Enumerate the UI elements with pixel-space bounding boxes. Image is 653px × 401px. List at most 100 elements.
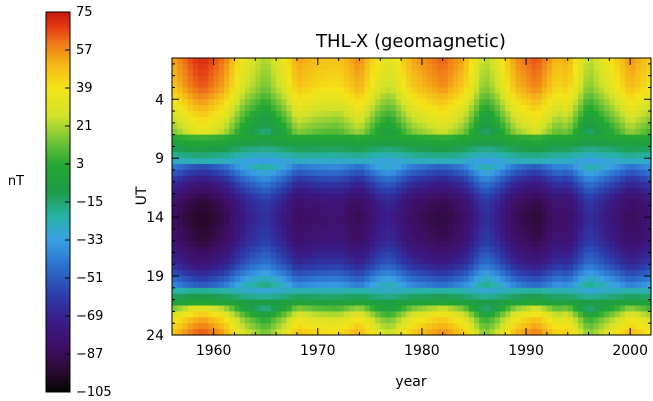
heatmap-cell <box>239 329 246 336</box>
heatmap-cell <box>198 240 204 248</box>
heatmap-cell <box>447 58 454 65</box>
heatmap-cell <box>406 264 413 271</box>
heatmap-cell <box>395 187 402 195</box>
heatmap-cell <box>234 199 241 206</box>
heatmap-cell <box>624 128 631 136</box>
heatmap-cell <box>172 323 178 330</box>
heatmap-cell <box>265 99 272 106</box>
heatmap-cell <box>255 205 262 212</box>
heatmap-cell <box>463 299 470 307</box>
heatmap-cell <box>192 323 199 330</box>
heatmap-cell <box>598 205 605 212</box>
heatmap-cell <box>203 311 210 318</box>
heatmap-cell <box>427 193 433 201</box>
heatmap-cell <box>286 240 293 248</box>
heatmap-cell <box>343 217 350 224</box>
heatmap-cell <box>473 140 480 147</box>
heatmap-cell <box>463 146 470 153</box>
heatmap-cell <box>463 164 470 171</box>
heatmap-cell <box>458 140 465 147</box>
heatmap-cell <box>276 311 282 318</box>
heatmap-cell <box>296 187 303 195</box>
heatmap-cell <box>593 69 600 77</box>
heatmap-cell <box>312 293 319 301</box>
heatmap-cell <box>572 69 579 77</box>
heatmap-cell <box>265 299 272 307</box>
heatmap-cell <box>562 69 569 77</box>
heatmap-cell <box>281 87 288 94</box>
heatmap-cell <box>442 287 449 295</box>
heatmap-cell <box>250 311 256 318</box>
heatmap-cell <box>468 187 475 195</box>
heatmap-cell <box>458 264 465 271</box>
heatmap-cell <box>255 105 262 112</box>
heatmap-cell <box>416 246 423 254</box>
heatmap-cell <box>234 99 241 106</box>
heatmap-cell <box>541 264 548 271</box>
heatmap-cell <box>536 116 543 124</box>
heatmap-cell <box>572 111 579 118</box>
heatmap-cell <box>447 175 454 183</box>
heatmap-cell <box>619 169 626 177</box>
heatmap-cell <box>385 134 392 142</box>
heatmap-cell <box>276 81 282 89</box>
heatmap-cell <box>536 63 543 71</box>
heatmap-cell <box>260 122 267 130</box>
heatmap-cell <box>265 75 272 83</box>
heatmap-cell <box>270 211 277 218</box>
heatmap-cell <box>343 140 350 147</box>
heatmap-cell <box>489 270 496 277</box>
heatmap-cell <box>172 140 178 147</box>
heatmap-cell <box>349 128 355 136</box>
heatmap-cell <box>489 317 496 324</box>
heatmap-cell <box>406 58 413 65</box>
heatmap-cell <box>192 287 199 295</box>
heatmap-cell <box>213 293 220 301</box>
heatmap-cell <box>411 205 418 212</box>
heatmap-cell <box>453 270 459 277</box>
heatmap-cell <box>286 234 293 242</box>
heatmap-cell <box>635 134 642 142</box>
heatmap-cell <box>317 152 324 159</box>
heatmap-cell <box>411 140 418 147</box>
heatmap-cell <box>172 164 178 171</box>
heatmap-cell <box>505 323 512 330</box>
heatmap-cell <box>645 276 652 283</box>
heatmap-cell <box>307 264 314 271</box>
heatmap-cell <box>536 287 543 295</box>
heatmap-cell <box>458 175 465 183</box>
heatmap-cell <box>609 99 616 106</box>
heatmap-cell <box>645 187 652 195</box>
heatmap-cell <box>208 264 215 271</box>
heatmap-cell <box>375 293 381 301</box>
heatmap-cell <box>229 264 236 271</box>
heatmap-cell <box>520 99 527 106</box>
heatmap-cell <box>609 264 616 271</box>
heatmap-cell <box>437 329 444 336</box>
heatmap-cell <box>494 317 501 324</box>
heatmap-cell <box>421 69 428 77</box>
heatmap-cell <box>172 329 178 336</box>
heatmap-cell <box>536 252 543 259</box>
heatmap-cell <box>338 252 345 259</box>
heatmap-cell <box>255 228 262 236</box>
heatmap-cell <box>583 258 590 265</box>
heatmap-cell <box>624 240 631 248</box>
heatmap-cell <box>479 299 485 307</box>
heatmap-cell <box>401 199 407 206</box>
heatmap-cell <box>500 228 506 236</box>
heatmap-cell <box>380 75 387 83</box>
heatmap-cell <box>198 175 204 183</box>
heatmap-cell <box>343 223 350 230</box>
heatmap-cell <box>437 323 444 330</box>
heatmap-cell <box>416 105 423 112</box>
heatmap-cell <box>385 122 392 130</box>
heatmap-cell <box>354 134 361 142</box>
heatmap-cell <box>244 187 251 195</box>
heatmap-cell <box>562 311 569 318</box>
heatmap-cell <box>338 317 345 324</box>
heatmap-cell <box>192 211 199 218</box>
heatmap-cell <box>338 81 345 89</box>
heatmap-cell <box>250 193 256 201</box>
heatmap-cell <box>312 223 319 230</box>
